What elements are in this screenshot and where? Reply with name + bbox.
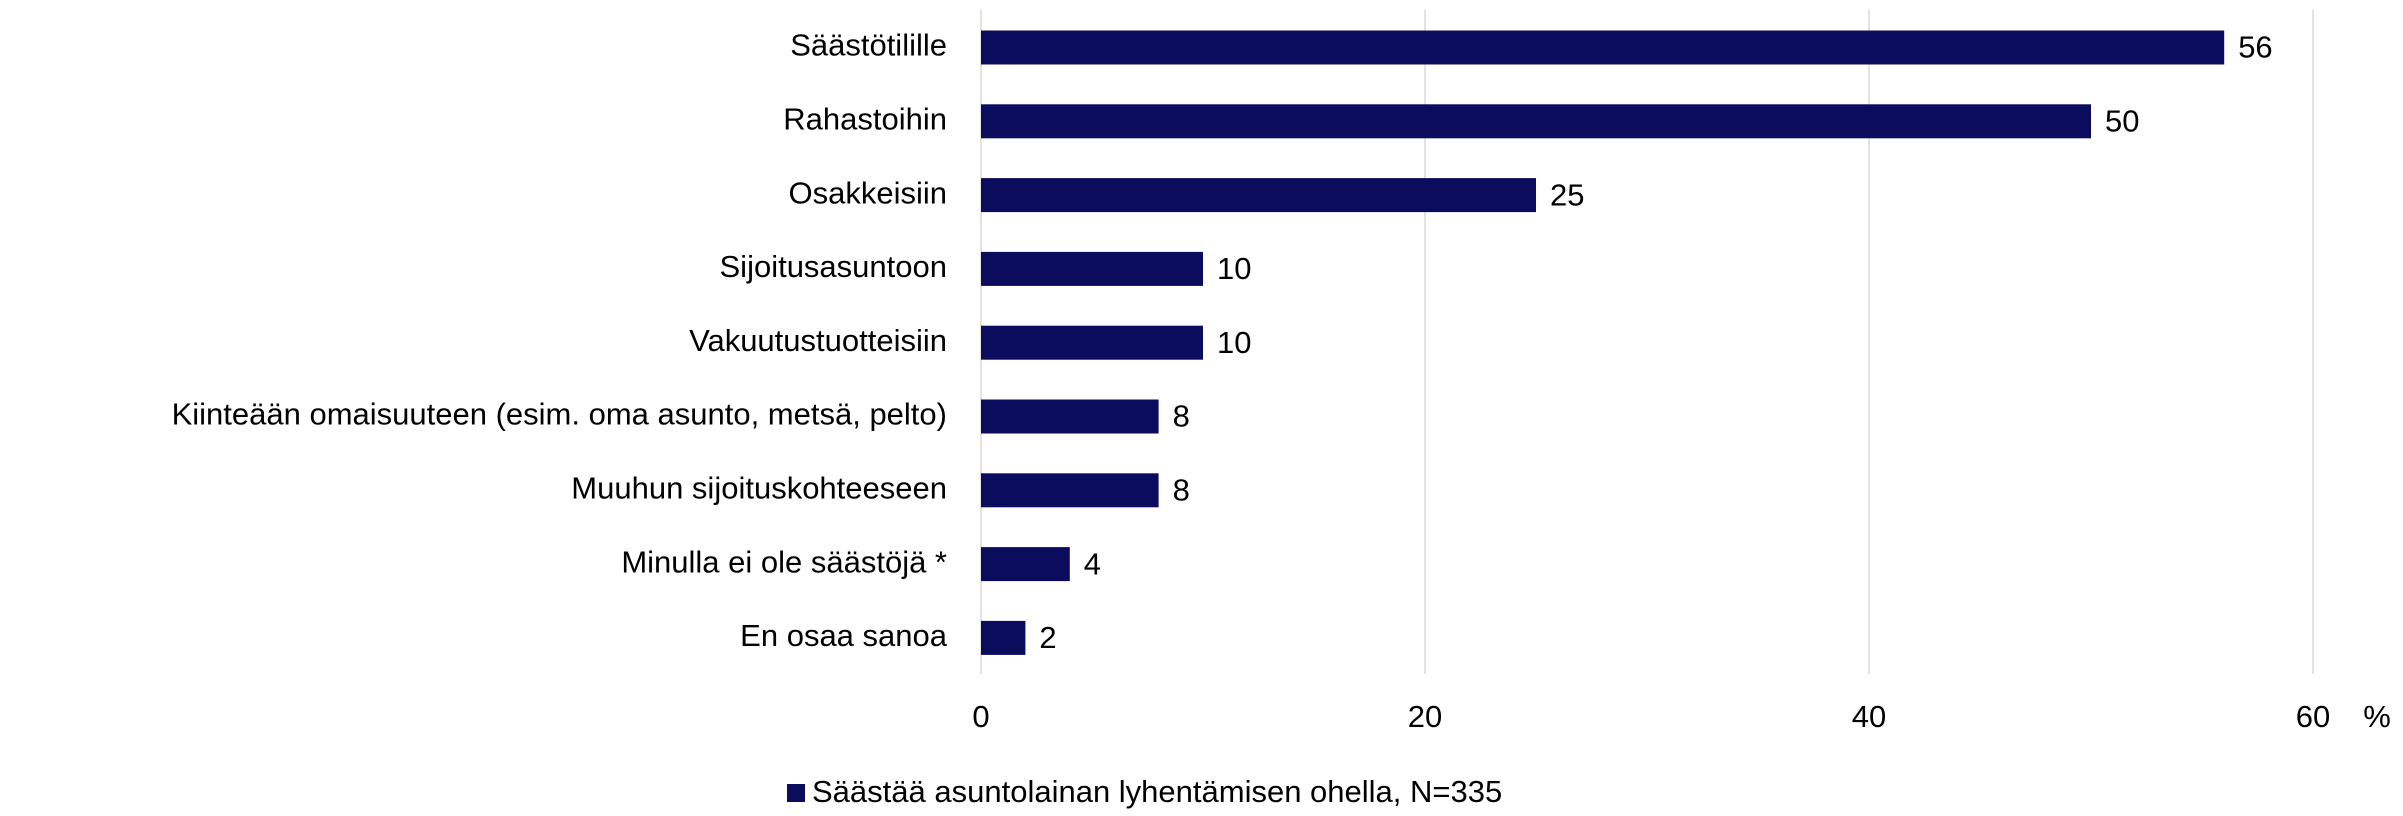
data-label: 4 — [1084, 546, 1101, 581]
x-tick-label: 0 — [972, 699, 989, 734]
y-tick-label: Vakuutustuotteisiin — [689, 323, 947, 358]
data-label: 10 — [1217, 251, 1251, 286]
y-tick-label: Sijoitusasuntoon — [720, 249, 948, 284]
bar — [981, 547, 1070, 582]
data-label: 50 — [2105, 103, 2139, 138]
y-tick-label: Minulla ei ole säästöjä * — [621, 544, 947, 579]
bar — [981, 30, 2225, 65]
x-tick-label: 40 — [1852, 699, 1886, 734]
legend-swatch — [787, 784, 805, 802]
data-label: 8 — [1173, 472, 1190, 507]
x-tick-label: 60 — [2296, 699, 2330, 734]
bar — [981, 399, 1159, 434]
bar — [981, 251, 1203, 286]
data-label: 8 — [1173, 399, 1190, 434]
y-tick-label: Säästötilille — [790, 28, 947, 63]
data-label: 56 — [2238, 30, 2272, 65]
bar — [981, 473, 1159, 508]
y-tick-label: En osaa sanoa — [740, 618, 948, 653]
data-label: 2 — [1039, 620, 1056, 655]
bar — [981, 620, 1026, 655]
y-tick-label: Muuhun sijoituskohteeseen — [571, 470, 947, 505]
data-label: 10 — [1217, 325, 1251, 360]
bar — [981, 325, 1203, 360]
y-tick-label: Osakkeisiin — [789, 175, 948, 210]
y-tick-label: Kiinteään omaisuuteen (esim. oma asunto,… — [172, 397, 947, 432]
legend-label: Säästää asuntolainan lyhentämisen ohella… — [812, 774, 1502, 809]
x-axis-label: % — [2363, 699, 2391, 734]
bar — [981, 104, 2091, 139]
data-label: 25 — [1550, 177, 1584, 212]
x-tick-label: 20 — [1408, 699, 1442, 734]
y-tick-label: Rahastoihin — [783, 101, 947, 136]
bar — [981, 178, 1536, 213]
